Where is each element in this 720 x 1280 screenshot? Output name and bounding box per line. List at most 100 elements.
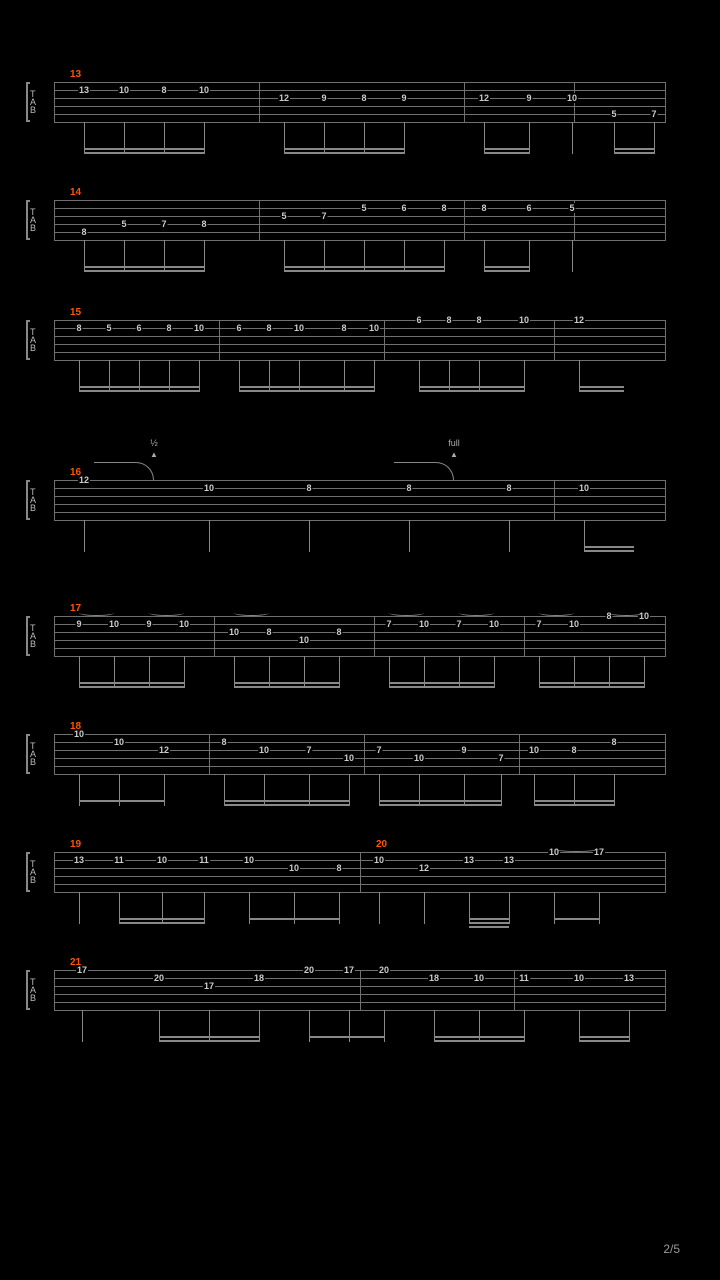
note-stem <box>444 240 445 272</box>
bend-arrow-icon: ▲ <box>150 450 158 459</box>
fret-number: 5 <box>105 323 112 333</box>
fret-number: 13 <box>623 973 635 983</box>
staff <box>54 480 666 520</box>
fret-number: 10 <box>203 483 215 493</box>
beam <box>224 800 349 802</box>
fret-number: 10 <box>418 619 430 629</box>
note-stem <box>379 892 380 924</box>
barline <box>259 82 260 122</box>
beam <box>584 546 634 548</box>
fret-number: 10 <box>528 745 540 755</box>
fret-number: 8 <box>570 745 577 755</box>
note-stem <box>204 240 205 272</box>
staff-line <box>54 336 666 337</box>
barline <box>665 200 666 240</box>
fret-number: 7 <box>650 109 657 119</box>
barline <box>54 970 55 1010</box>
note-stem <box>339 892 340 924</box>
beam <box>419 386 524 388</box>
fret-number: 6 <box>235 323 242 333</box>
fret-number: 6 <box>400 203 407 213</box>
tab-clef-label: TAB <box>30 90 36 114</box>
fret-number: 5 <box>568 203 575 213</box>
fret-number: 9 <box>145 619 152 629</box>
beam <box>239 390 374 392</box>
beam <box>484 148 529 150</box>
fret-number: 8 <box>610 737 617 747</box>
fret-number: 8 <box>305 483 312 493</box>
fret-number: 10 <box>193 323 205 333</box>
tab-system: TAB14857857568865 <box>54 200 666 240</box>
barline <box>214 616 215 656</box>
fret-number: 10 <box>293 323 305 333</box>
note-stem <box>259 1010 260 1042</box>
bend-label: ½ <box>150 438 158 448</box>
barline <box>665 970 666 1010</box>
bend-arrow-icon: ▲ <box>450 450 458 459</box>
barline <box>54 852 55 892</box>
fret-number: 7 <box>497 753 504 763</box>
note-stem <box>501 774 502 806</box>
fret-number: 5 <box>610 109 617 119</box>
beam <box>379 800 501 802</box>
beam <box>534 804 614 806</box>
fret-number: 6 <box>415 315 422 325</box>
barline <box>54 734 55 774</box>
fret-number: 12 <box>78 475 90 485</box>
fret-number: 10 <box>288 863 300 873</box>
fret-number: 8 <box>75 323 82 333</box>
staff-line <box>54 344 666 345</box>
beam <box>434 1040 524 1042</box>
note-stem <box>339 656 340 688</box>
note-stem <box>509 892 510 924</box>
note-stem <box>79 892 80 924</box>
barline <box>54 320 55 360</box>
fret-number: 10 <box>368 323 380 333</box>
tab-clef-label: TAB <box>30 742 36 766</box>
beam <box>539 686 644 688</box>
barline <box>665 82 666 122</box>
tab-clef-label: TAB <box>30 978 36 1002</box>
beam <box>469 922 509 924</box>
fret-number: 8 <box>160 85 167 95</box>
barline <box>464 200 465 240</box>
fret-number: 12 <box>278 93 290 103</box>
barline <box>360 852 361 892</box>
tab-clef-label: TAB <box>30 860 36 884</box>
fret-number: 13 <box>73 855 85 865</box>
fret-number: 11 <box>113 855 125 865</box>
beam <box>469 918 509 920</box>
fret-number: 8 <box>220 737 227 747</box>
note-stem <box>209 520 210 552</box>
fret-number: 20 <box>378 965 390 975</box>
staff-line <box>54 360 666 361</box>
beam <box>614 148 654 150</box>
note-stem <box>374 360 375 392</box>
fret-number: 13 <box>463 855 475 865</box>
measure-number: 20 <box>376 839 387 850</box>
fret-number: 7 <box>160 219 167 229</box>
beam <box>284 152 404 154</box>
tab-clef-label: TAB <box>30 328 36 352</box>
note-stem <box>204 892 205 924</box>
bend-curve <box>94 462 154 480</box>
fret-number: 10 <box>118 85 130 95</box>
barline <box>524 616 525 656</box>
fret-number: 10 <box>343 753 355 763</box>
fret-number: 17 <box>76 965 88 975</box>
fret-number: 8 <box>340 323 347 333</box>
fret-number: 8 <box>265 627 272 637</box>
note-stem <box>424 892 425 924</box>
staff-line <box>54 520 666 521</box>
bend-label: full <box>448 438 460 448</box>
tab-clef-label: TAB <box>30 208 36 232</box>
tab-system: TAB18101012810710710971088 <box>54 734 666 774</box>
beam <box>284 266 444 268</box>
fret-number: 11 <box>198 855 210 865</box>
barline <box>54 616 55 656</box>
staff-line <box>54 488 666 489</box>
beam <box>469 926 509 928</box>
fret-number: 7 <box>455 619 462 629</box>
beam <box>79 390 199 392</box>
note-stem <box>524 360 525 392</box>
